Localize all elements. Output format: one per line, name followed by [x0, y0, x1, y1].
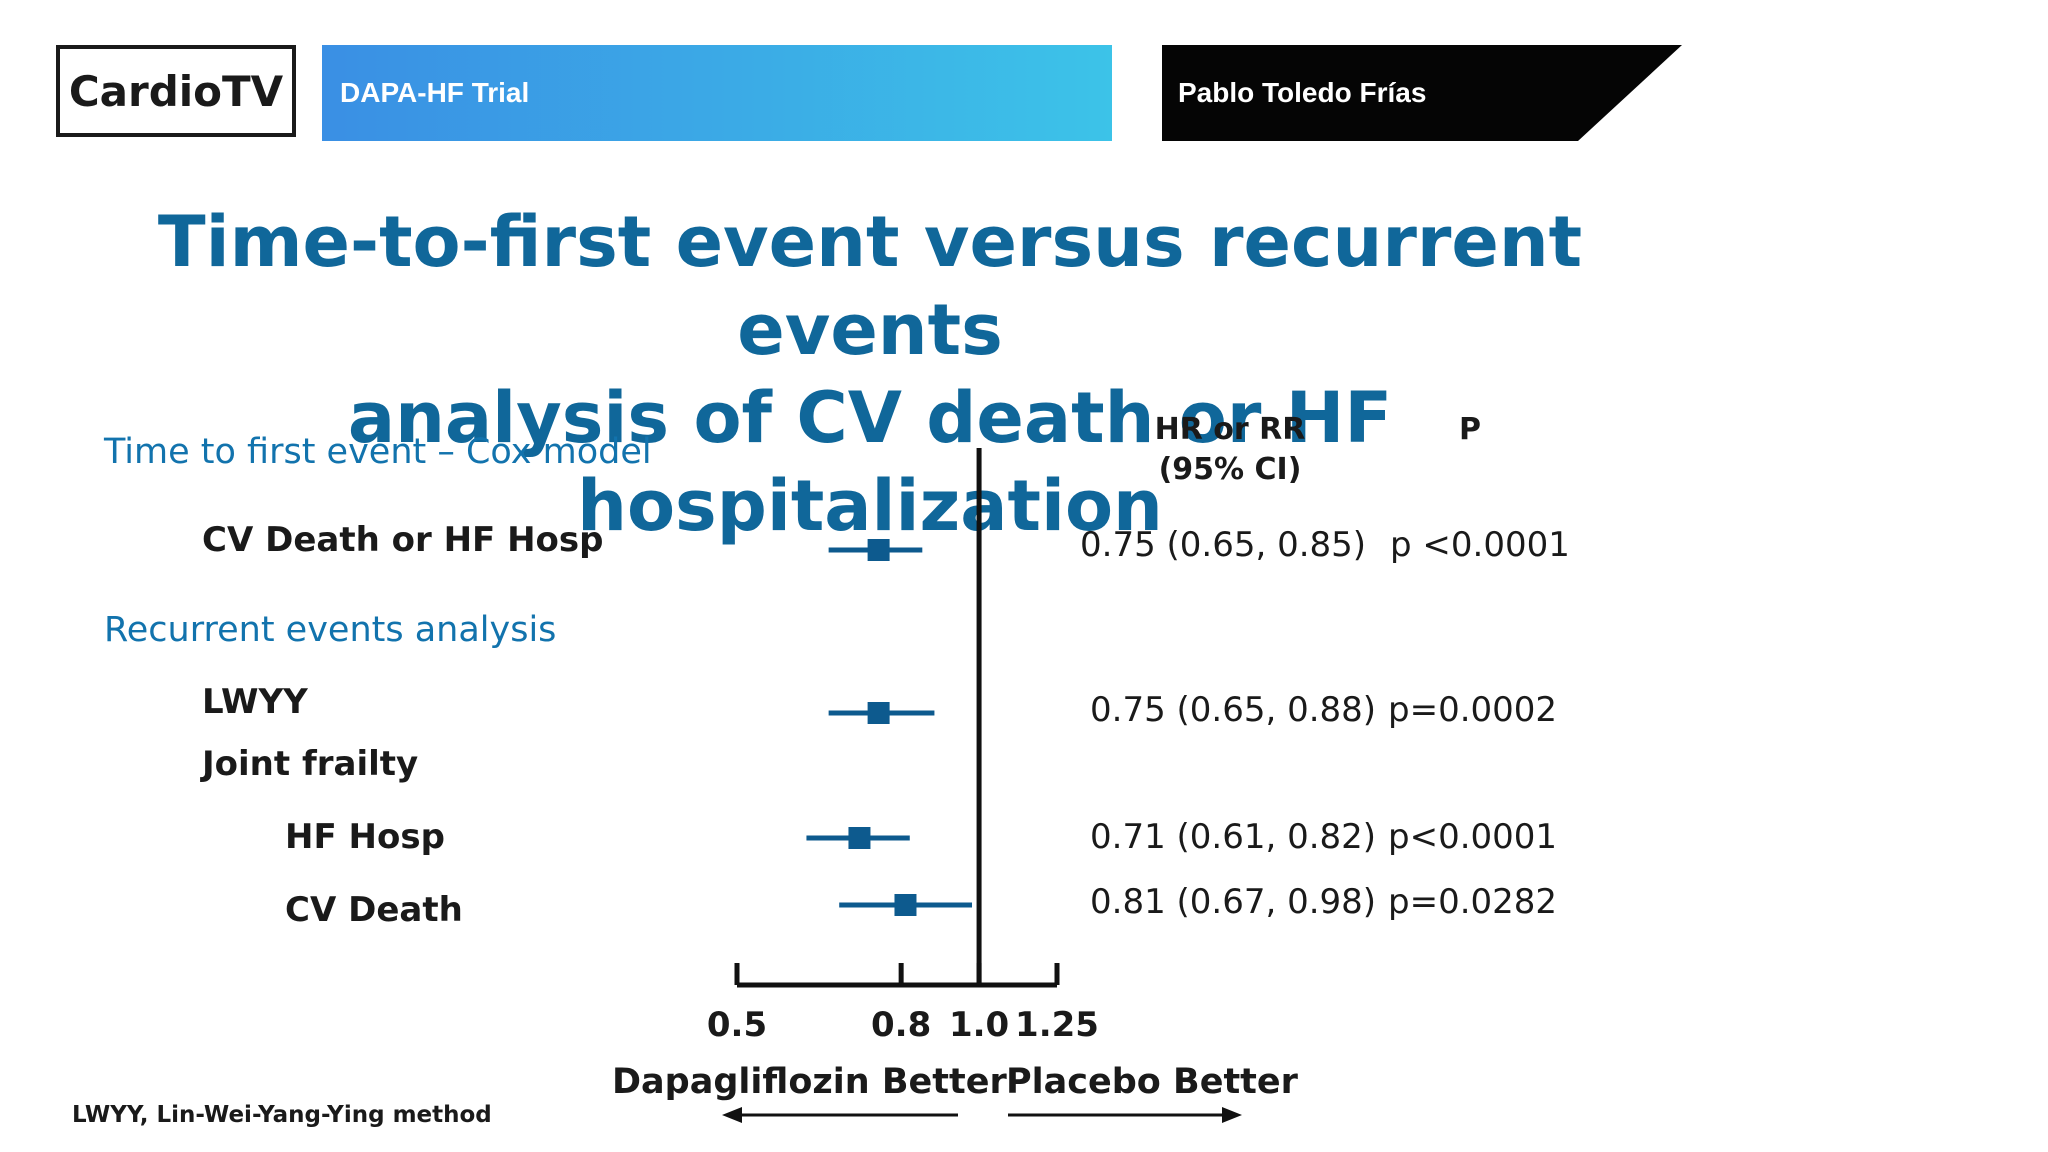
- row-label-hf-hosp: HF Hosp: [285, 817, 445, 857]
- x-tick-label: 1.0: [948, 1005, 1010, 1045]
- point-estimate-marker: [894, 894, 917, 916]
- x-axis-ticks: [734, 963, 1060, 985]
- estimate-column-header: HR or RR (95% CI): [1154, 412, 1306, 487]
- p-value-row-4: p=0.0282: [1388, 882, 1558, 922]
- x-tick-label: 0.8: [871, 1005, 932, 1045]
- slide-title: Time-to-first event versus recurrent eve…: [157, 201, 1583, 547]
- topic-label: DAPA-HF Trial: [340, 77, 530, 108]
- point-estimate-marker: [848, 827, 871, 849]
- left-arrow-head: [722, 1107, 742, 1123]
- section-time-to-first-event: Time to first event – Cox model: [104, 432, 652, 472]
- row-label-cv-death-or-hf-hosp: CV Death or HF Hosp: [202, 520, 604, 560]
- section-recurrent-events: Recurrent events analysis: [104, 610, 557, 650]
- dapagliflozin-better-label: Dapagliflozin Better: [612, 1062, 1007, 1102]
- p-value-row-2: p=0.0002: [1388, 690, 1558, 730]
- x-tick-label: 0.5: [706, 1005, 768, 1045]
- row-label-lwyy: LWYY: [202, 682, 308, 722]
- cardiotv-logo: CardioTV: [56, 45, 296, 137]
- ci-value-row-1: 0.75 (0.65, 0.85): [1080, 525, 1367, 565]
- ci-value-row-3: 0.71 (0.61, 0.82): [1090, 817, 1377, 857]
- footnote: LWYY, Lin-Wei-Yang-Ying method: [72, 1102, 492, 1128]
- forest-marks: [806, 539, 973, 916]
- row-label-joint-frailty: Joint frailty: [202, 744, 419, 784]
- speaker-name: Pablo Toledo Frías: [1178, 77, 1427, 108]
- row-label-cv-death: CV Death: [285, 890, 463, 930]
- point-estimate-marker: [867, 702, 890, 724]
- p-column-header: P: [1459, 412, 1481, 447]
- direction-arrows: [722, 1107, 1242, 1123]
- x-tick-label: 1.25: [1015, 1005, 1099, 1045]
- right-arrow-head: [1222, 1107, 1242, 1123]
- point-estimate-marker: [867, 539, 890, 561]
- ci-value-row-4: 0.81 (0.67, 0.98): [1090, 882, 1377, 922]
- placebo-better-label: Placebo Better: [1006, 1062, 1298, 1102]
- p-value-row-1: p <0.0001: [1390, 525, 1570, 565]
- topic-banner: DAPA-HF Trial: [322, 45, 1112, 141]
- ci-value-row-2: 0.75 (0.65, 0.88): [1090, 690, 1377, 730]
- p-value-row-3: p<0.0001: [1388, 817, 1558, 857]
